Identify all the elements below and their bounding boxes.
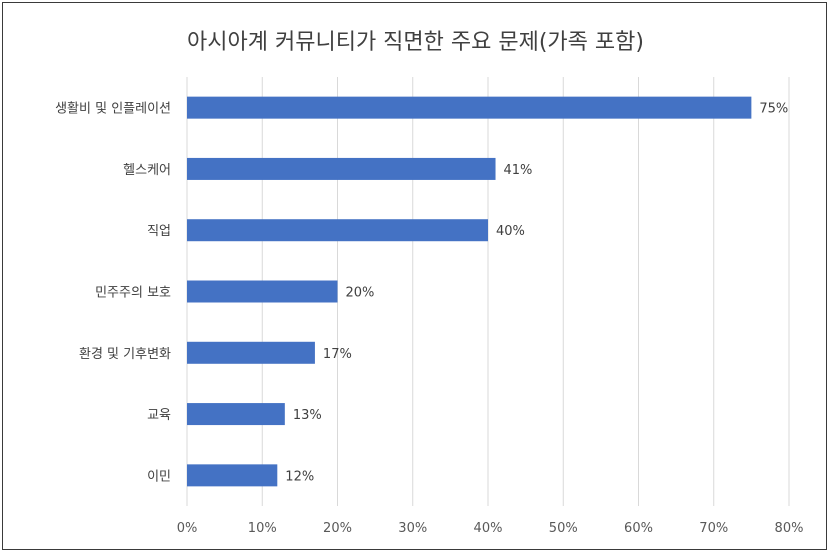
bar	[187, 96, 752, 119]
x-tick-label: 70%	[699, 521, 728, 536]
category-label: 교육	[147, 408, 171, 423]
bar	[187, 219, 488, 242]
bar	[187, 464, 278, 487]
x-tick-label: 60%	[624, 521, 653, 536]
data-label: 12%	[285, 469, 314, 484]
data-label: 41%	[504, 163, 533, 178]
data-label: 40%	[496, 224, 525, 239]
bar	[187, 403, 285, 426]
x-tick-label: 80%	[775, 521, 804, 536]
data-label: 20%	[346, 286, 375, 301]
bar	[187, 341, 315, 364]
category-label: 이민	[147, 469, 171, 484]
data-label: 17%	[323, 347, 352, 362]
data-label: 13%	[293, 408, 322, 423]
x-tick-label: 0%	[177, 521, 198, 536]
x-tick-label: 10%	[248, 521, 277, 536]
x-tick-label: 50%	[549, 521, 578, 536]
category-label: 생활비 및 인플레이션	[55, 102, 171, 117]
category-label: 환경 및 기후변화	[79, 347, 171, 362]
bar	[187, 157, 496, 180]
data-label: 75%	[759, 102, 788, 117]
category-label: 헬스케어	[123, 163, 171, 178]
x-tick-label: 30%	[398, 521, 427, 536]
bar	[187, 280, 338, 303]
chart-frame	[2, 2, 827, 550]
category-label: 직업	[147, 224, 171, 239]
x-tick-label: 40%	[474, 521, 503, 536]
category-label: 민주주의 보호	[95, 286, 171, 301]
chart-title: 아시아계 커뮤니티가 직면한 주요 문제(가족 포함)	[187, 30, 644, 55]
x-tick-label: 20%	[323, 521, 352, 536]
